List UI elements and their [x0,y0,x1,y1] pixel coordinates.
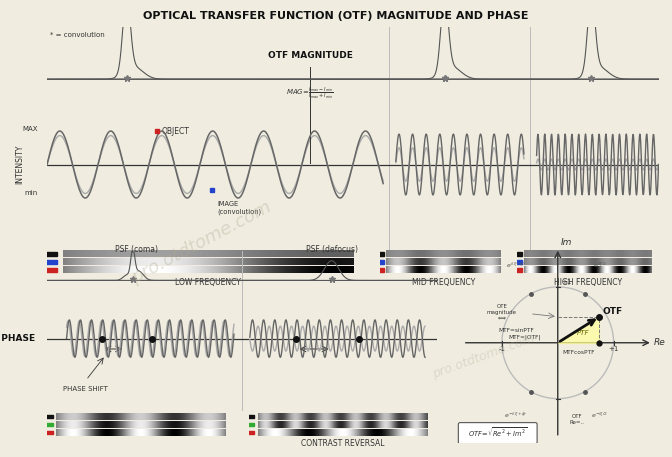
Text: -1: -1 [499,346,505,352]
Text: PSF (coma): PSF (coma) [115,245,158,255]
Bar [379,252,384,256]
Text: OTF MAGNITUDE: OTF MAGNITUDE [267,51,352,60]
Text: MID FREQUENCY: MID FREQUENCY [412,278,475,287]
Text: $OTF\!=\!\sqrt{Re^2+Im^2}$: $OTF\!=\!\sqrt{Re^2+Im^2}$ [468,426,528,440]
Bar [517,260,521,264]
Text: MTF=|OTF|: MTF=|OTF| [508,334,540,340]
Bar [46,430,52,434]
Text: IMAGE
(convolution): IMAGE (convolution) [217,201,261,215]
Bar [379,268,384,272]
Text: MAX: MAX [22,126,38,132]
Polygon shape [558,317,599,343]
Bar [379,260,384,264]
FancyBboxPatch shape [458,423,537,444]
Text: pro.otdtome.com: pro.otdtome.com [128,198,275,287]
Bar [46,260,56,264]
Text: OTF PHASE: OTF PHASE [0,334,36,343]
Text: MTF=sinPTF: MTF=sinPTF [498,328,534,333]
Text: min: min [25,190,38,196]
Text: LOW FREQUENCY: LOW FREQUENCY [175,278,241,287]
Text: MTFcosPTF: MTFcosPTF [562,350,595,355]
Text: PTF: PTF [577,330,589,336]
Text: pro.otdtome.com: pro.otdtome.com [431,332,537,381]
Text: OTE
magnitude
⟺: OTE magnitude ⟺ [487,304,517,320]
Bar [517,252,521,256]
Bar [46,252,56,256]
Text: HIGH FREQUENCY: HIGH FREQUENCY [554,278,622,287]
Text: +1: +1 [561,279,571,285]
Bar [248,430,254,434]
Text: $MAG\!=\!\frac{I_{max}-I_{min}}{I_{max}+I_{min}}$: $MAG\!=\!\frac{I_{max}-I_{min}}{I_{max}+… [286,85,334,101]
Bar [248,415,254,418]
Text: OTF
Re=..: OTF Re=.. [570,414,585,425]
Bar [46,415,52,418]
Text: $e^{-i\xi/2}$: $e^{-i\xi/2}$ [591,411,608,420]
Bar [248,423,254,426]
Text: Re: Re [654,338,665,347]
Text: Im: Im [560,238,572,247]
Text: * = convolution: * = convolution [50,32,105,37]
Text: INTENSITY: INTENSITY [15,145,24,184]
Bar [517,268,521,272]
Text: $e^{i(\xi\!+\!\phi)}$: $e^{i(\xi\!+\!\phi)}$ [506,260,526,270]
Text: +1: +1 [608,346,619,352]
Bar [46,268,56,272]
Text: $e^{-i(\xi\!+\!\phi)}$: $e^{-i(\xi\!+\!\phi)}$ [504,411,528,420]
Text: OPTICAL TRANSFER FUNCTION (OTF) MAGNITUDE AND PHASE: OPTICAL TRANSFER FUNCTION (OTF) MAGNITUD… [143,11,529,21]
Text: PHASE SHIFT: PHASE SHIFT [62,386,108,392]
Bar [46,423,52,426]
Text: CONTRAST REVERSAL: CONTRAST REVERSAL [301,440,384,448]
Text: OTF: OTF [603,308,623,316]
Text: PSF (defocus): PSF (defocus) [306,245,358,255]
Text: $e^{i\xi/2}$: $e^{i\xi/2}$ [593,260,606,270]
Text: OBJECT: OBJECT [162,127,190,136]
